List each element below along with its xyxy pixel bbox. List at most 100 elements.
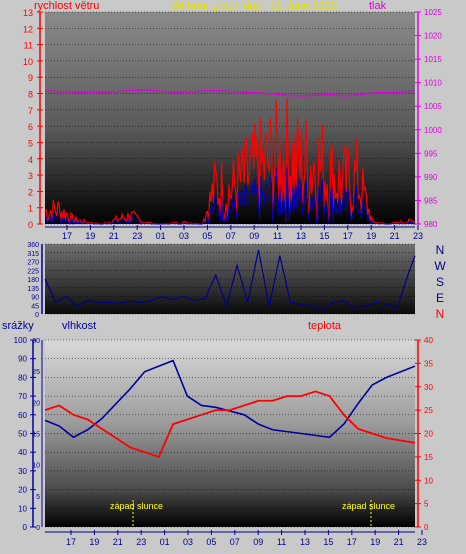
x-tick-label: 07	[226, 231, 236, 241]
sunset-label-2: západ slunce	[342, 501, 396, 511]
chart1-x-axis: 17 19 21 23 01 03 05 07 09 11 13 15 17 19 21 23	[45, 225, 423, 241]
left-tick-label: 4	[28, 155, 33, 165]
x-tick-label: 09	[249, 231, 259, 241]
outer-tick-label: 70	[18, 392, 27, 401]
direction-tick-label: 225	[27, 268, 39, 275]
direction-tick-label: 270	[27, 260, 39, 267]
x-tick-label: 13	[300, 537, 310, 547]
x-tick-label: 21	[390, 231, 400, 241]
x-tick-label: 03	[179, 231, 189, 241]
wind-direction-series	[44, 249, 416, 311]
x-tick-label: 01	[156, 231, 166, 241]
x-tick-label: 23	[413, 231, 423, 241]
direction-tick-label: 360	[27, 242, 39, 249]
direction-tick-label: 0	[35, 312, 39, 319]
right-tick-label: 1025	[424, 8, 442, 17]
humidity-axis-label: vlhkost	[62, 320, 97, 332]
x-tick-label: 17	[347, 537, 357, 547]
x-tick-label: 17	[62, 231, 72, 241]
chart3-plot-area	[45, 340, 415, 527]
right-tick-label: 990	[424, 173, 438, 182]
right-tick-label: 10	[424, 476, 433, 485]
x-tick-label: 23	[132, 231, 142, 241]
outer-tick-label: 60	[18, 411, 27, 420]
x-tick-label: 21	[394, 537, 404, 547]
right-tick-label: 980	[424, 220, 438, 229]
direction-tick-label: 135	[27, 286, 39, 293]
outer-tick-label: 20	[18, 486, 27, 495]
left-tick-label: 11	[24, 41, 33, 51]
chart-title: 24 hour graph day : 12 June 2020	[172, 0, 338, 12]
x-tick-label: 05	[202, 231, 212, 241]
right-tick-label: 1005	[424, 102, 442, 111]
outer-tick-label: 100	[14, 336, 28, 345]
left-tick-label: 10	[23, 57, 33, 67]
left-tick-label: 7	[28, 106, 33, 116]
x-tick-label: 09	[253, 537, 263, 547]
outer-tick-label: 0	[23, 523, 28, 532]
x-tick-label: 07	[230, 537, 240, 547]
sunset-markers	[132, 500, 372, 527]
right-tick-label: 40	[424, 336, 433, 345]
chart3-outer-axis: 0 10 20 30 40 50 60 70 80 90 100	[14, 336, 36, 532]
x-tick-label: 19	[85, 231, 95, 241]
right-tick-label: 30	[424, 383, 433, 392]
left-axis-label: rychlost větru	[34, 0, 100, 12]
right-tick-label: 15	[424, 453, 433, 462]
left-tick-label: 8	[28, 90, 33, 100]
chart3-x-axis: 17 19 21 23 01 03 05 07 09 11 13 15 17 19 21 23	[45, 530, 427, 547]
left-tick-label: 1	[28, 204, 33, 214]
x-tick-label: 23	[417, 537, 427, 547]
direction-tick-label: 90	[31, 295, 39, 302]
x-tick-label: 03	[183, 537, 193, 547]
inner-tick-label: 30	[32, 338, 40, 345]
right-tick-label: 1000	[424, 126, 442, 135]
right-tick-label: 20	[424, 430, 433, 439]
x-tick-label: 15	[319, 231, 329, 241]
right-tick-label: 0	[424, 523, 429, 532]
outer-tick-label: 50	[18, 430, 27, 439]
wind-direction-trace-series	[44, 167, 416, 225]
temperature-axis-label: teplota	[308, 320, 342, 332]
left-tick-label: 9	[28, 73, 33, 83]
outer-tick-label: 40	[18, 448, 27, 457]
x-tick-label: 17	[66, 537, 76, 547]
right-tick-label: 35	[424, 359, 433, 368]
outer-tick-label: 90	[18, 355, 27, 364]
right-tick-label: 985	[424, 196, 438, 205]
compass-label: N	[436, 243, 445, 257]
compass-label: E	[436, 291, 444, 305]
x-tick-label: 11	[277, 537, 286, 547]
x-tick-label: 15	[323, 537, 333, 547]
outer-tick-label: 30	[18, 467, 27, 476]
direction-tick-label: 45	[31, 303, 39, 310]
compass-label: N	[436, 307, 445, 321]
compass-label: W	[434, 259, 446, 273]
direction-tick-label: 180	[27, 277, 39, 284]
x-tick-label: 13	[296, 231, 306, 241]
right-tick-label: 995	[424, 149, 438, 158]
left-tick-label: 0	[28, 220, 33, 230]
outer-tick-label: 80	[18, 373, 27, 382]
chart3-right-axis: 0 5 10 15 20 25 30 35 40	[415, 336, 433, 532]
left-tick-label: 12	[23, 24, 33, 34]
inner-tick-label: 20	[32, 400, 40, 407]
chart2-plot-area	[45, 244, 415, 314]
right-axis-label: tlak	[369, 0, 387, 12]
pressure-series	[44, 88, 416, 97]
x-tick-label: 19	[89, 537, 99, 547]
x-tick-label: 21	[109, 231, 119, 241]
x-tick-label: 01	[160, 537, 170, 547]
humidity-series	[44, 359, 416, 439]
inner-tick-label: 0	[36, 525, 40, 532]
outer-tick-label: 10	[18, 504, 27, 513]
right-tick-label: 1010	[424, 79, 442, 88]
temperature-series	[44, 390, 416, 458]
sunset-label-1: západ slunce	[110, 501, 164, 511]
